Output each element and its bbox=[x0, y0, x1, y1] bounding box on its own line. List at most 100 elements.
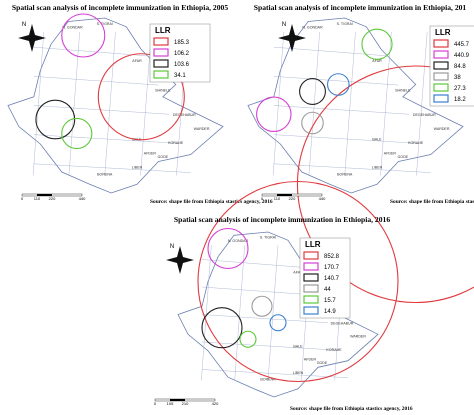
cluster-circle bbox=[299, 78, 326, 105]
legend-swatch bbox=[303, 262, 319, 271]
legend-swatch bbox=[433, 72, 449, 81]
scale-label: 0 bbox=[21, 196, 24, 201]
zone-boundary bbox=[272, 31, 285, 176]
cluster-circle bbox=[296, 65, 474, 304]
zone-boundary bbox=[234, 245, 245, 381]
country-outline bbox=[247, 17, 464, 194]
legend-title: LLR bbox=[435, 28, 451, 37]
legend-swatch bbox=[303, 251, 319, 260]
legend-label: 15.7 bbox=[324, 298, 336, 304]
legend-label: 27.3 bbox=[454, 86, 466, 92]
zone-boundary bbox=[201, 341, 339, 351]
compass-rose bbox=[18, 24, 46, 52]
zone-boundary bbox=[380, 31, 392, 176]
cluster-circle bbox=[61, 13, 106, 58]
cluster-circle bbox=[97, 53, 185, 141]
zone-boundary bbox=[33, 105, 170, 115]
zone-label: GODE bbox=[158, 155, 169, 159]
zone-label: S. TIGRAI bbox=[337, 22, 353, 26]
zone-label: KORAHE bbox=[408, 141, 424, 145]
legend-label: 440.9 bbox=[454, 53, 470, 59]
cluster-circle bbox=[326, 73, 350, 96]
legend-swatch bbox=[433, 83, 449, 92]
cluster-circle bbox=[239, 330, 257, 348]
zone-label: BORENA bbox=[337, 173, 353, 177]
zone-label: KORAHE bbox=[168, 141, 184, 145]
panel-title: Spatial scan analysis of incomplete immu… bbox=[254, 3, 467, 12]
zone-boundary bbox=[201, 259, 309, 268]
compass-label: N bbox=[170, 244, 174, 250]
scale-label: 440 bbox=[319, 196, 326, 201]
zone-boundary bbox=[344, 31, 356, 176]
scale-label: 0 bbox=[154, 401, 157, 406]
scale-label: 440 bbox=[79, 196, 86, 201]
compass-rose bbox=[278, 24, 306, 52]
legend-swatch bbox=[433, 61, 449, 70]
zone-boundary bbox=[273, 105, 410, 115]
cluster-circle bbox=[61, 117, 93, 150]
zone-label: KORAHE bbox=[326, 348, 342, 352]
zone-label: BORENA bbox=[260, 378, 276, 382]
legend-label: 103.6 bbox=[174, 62, 190, 68]
scale-label: 220 bbox=[289, 196, 296, 201]
cluster-circle bbox=[256, 96, 292, 133]
source-note: Source: shape file from Ethiopia stastic… bbox=[390, 199, 474, 205]
zone-label: N. GONDAR bbox=[302, 26, 323, 30]
scale-bar bbox=[277, 194, 292, 196]
zone-boundary bbox=[32, 31, 45, 176]
zone-boundary bbox=[267, 245, 279, 381]
scale-bar bbox=[37, 194, 52, 196]
zone-boundary bbox=[201, 286, 319, 296]
zone-label: SHINELE bbox=[395, 89, 411, 93]
compass-label: N bbox=[282, 22, 286, 28]
zone-label: AFDER bbox=[304, 358, 317, 362]
zone-boundary bbox=[201, 369, 349, 378]
legend-label: 170.7 bbox=[324, 265, 340, 271]
source-note: Source: shape file from Ethiopia stastic… bbox=[150, 199, 273, 205]
zone-boundary bbox=[33, 46, 148, 57]
panel-title: Spatial scan analysis of incomplete immu… bbox=[12, 3, 228, 12]
zone-label: S. TIGRAI bbox=[97, 22, 113, 26]
zone-label: AFAR bbox=[293, 270, 303, 274]
zone-label: BALE bbox=[293, 345, 303, 349]
scale-label: 210 bbox=[182, 401, 189, 406]
cluster-circle bbox=[201, 307, 243, 349]
zone-label: AFDER bbox=[144, 152, 157, 156]
zone-boundary bbox=[201, 245, 212, 381]
cluster-circle bbox=[197, 180, 399, 383]
panel: N. GONDAR S. TIGRAI AFAR SHINELE DEGEHABUR WA… bbox=[247, 3, 474, 304]
legend-swatch bbox=[153, 59, 169, 68]
panel-title: Spatial scan analysis of incomplete immu… bbox=[174, 215, 390, 224]
legend-label: 44 bbox=[324, 287, 331, 293]
cluster-circle bbox=[269, 314, 287, 332]
zone-boundary bbox=[33, 76, 159, 86]
zone-boundary bbox=[140, 31, 152, 176]
legend-swatch bbox=[303, 284, 319, 293]
legend-swatch bbox=[433, 50, 449, 59]
legend-label: 34.1 bbox=[174, 73, 186, 79]
panel: N. GONDAR S. TIGRAI AFAR SHINELE DEGEHABUR WA… bbox=[7, 3, 273, 205]
zone-label: BALE bbox=[372, 138, 382, 142]
legend-label: 84.8 bbox=[454, 64, 466, 70]
legend-swatch bbox=[153, 48, 169, 57]
zone-label: N. GONDAR bbox=[62, 26, 83, 30]
zone-label: WARDER bbox=[434, 127, 450, 131]
compass-label: N bbox=[22, 22, 26, 28]
zone-label: N. GONDAR bbox=[228, 239, 249, 243]
zone-boundary bbox=[273, 134, 421, 144]
legend-label: 445.7 bbox=[454, 42, 470, 48]
zone-label: LIBEN bbox=[372, 166, 383, 170]
zone-label: GODE bbox=[398, 155, 409, 159]
compass-rose bbox=[166, 246, 194, 274]
legend-swatch bbox=[303, 273, 319, 282]
zone-label: LIBEN bbox=[132, 166, 143, 170]
scale-label: 0 bbox=[261, 196, 264, 201]
legend-title: LLR bbox=[305, 240, 321, 249]
legend-box bbox=[149, 23, 211, 83]
zone-label: AFAR bbox=[372, 59, 382, 63]
zone-label: AFDER bbox=[384, 152, 397, 156]
zone-boundary bbox=[273, 163, 431, 173]
legend-box bbox=[429, 25, 474, 107]
zone-label: LIBEN bbox=[293, 371, 304, 375]
